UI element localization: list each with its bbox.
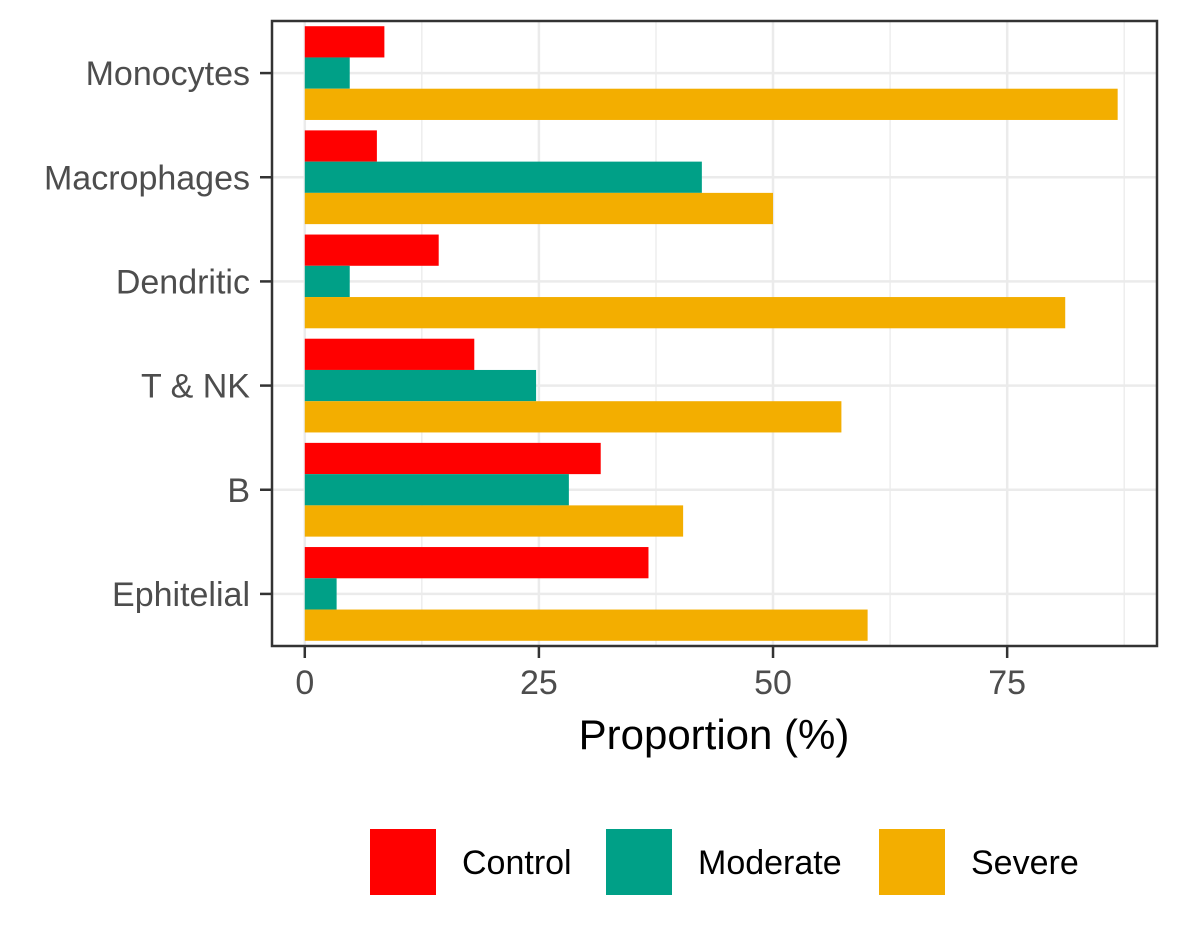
- panel-border: [270, 19, 1159, 648]
- bar-severe-b: [304, 505, 684, 537]
- legend-key-moderate: [606, 829, 672, 895]
- y-tick-label: T & NK: [141, 368, 250, 406]
- bar-moderate-t-nk: [304, 369, 537, 402]
- bar-severe-monocytes: [304, 88, 1118, 120]
- legend-label-control: Control: [462, 844, 572, 882]
- y-tick-label: Macrophages: [44, 159, 250, 197]
- bar-severe-t-nk: [304, 401, 842, 433]
- y-tick-label: Ephitelial: [112, 576, 250, 614]
- bar-moderate-monocytes: [304, 57, 350, 89]
- legend-label-severe: Severe: [971, 844, 1079, 882]
- x-tick-label: 0: [295, 664, 314, 702]
- bar-control-dendritic: [304, 234, 439, 266]
- bar-severe-macrophages: [304, 192, 774, 225]
- x-axis: 0 25 50 75: [295, 646, 1026, 702]
- x-tick-label: 50: [754, 664, 792, 702]
- bar-moderate-macrophages: [304, 161, 702, 193]
- y-tick-label: Monocytes: [86, 55, 250, 93]
- bar-moderate-b: [304, 474, 569, 506]
- x-tick-label: 75: [988, 664, 1026, 702]
- y-tick-label: B: [227, 472, 250, 510]
- bar-severe-dendritic: [304, 297, 1066, 329]
- y-tick-label: Dendritic: [116, 263, 250, 301]
- legend-key-severe: [879, 829, 945, 895]
- bar-control-b: [304, 442, 601, 475]
- bar-control-macrophages: [304, 130, 377, 162]
- x-tick-label: 25: [520, 664, 558, 702]
- bars: [304, 26, 1118, 641]
- bar-control-ephitelial: [304, 547, 649, 579]
- bar-moderate-dendritic: [304, 265, 350, 298]
- bar-severe-ephitelial: [304, 609, 868, 641]
- bar-moderate-ephitelial: [304, 578, 337, 610]
- legend-label-moderate: Moderate: [698, 844, 842, 882]
- legend: Control Moderate Severe: [370, 829, 1079, 895]
- bar-control-monocytes: [304, 26, 385, 58]
- legend-key-control: [370, 829, 436, 895]
- bar-control-t-nk: [304, 338, 475, 370]
- y-axis: Monocytes Macrophages Dendritic T & NK B Ephi…: [44, 55, 272, 614]
- x-axis-title: Proportion (%): [579, 711, 850, 758]
